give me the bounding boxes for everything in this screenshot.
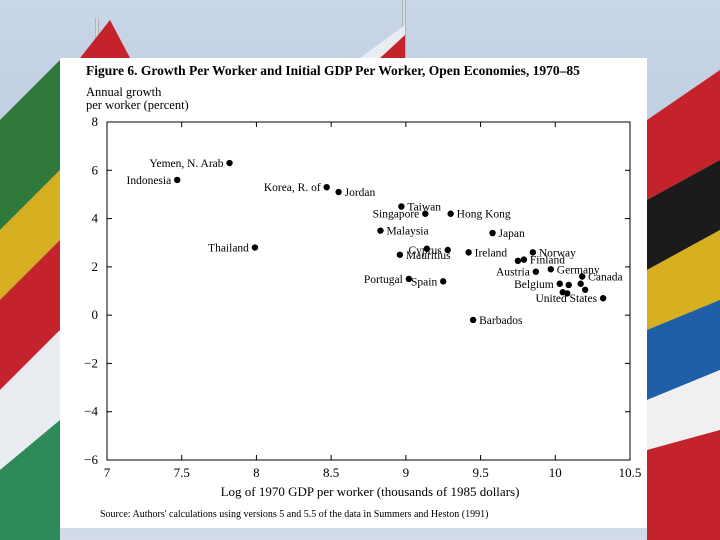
point-label: Jordan [345, 187, 376, 199]
point-label: Korea, R. of [264, 182, 321, 194]
y-tick-label: 0 [92, 307, 99, 322]
data-point [405, 275, 413, 283]
flag-decoration-left [0, 60, 60, 540]
point-label: Canada [588, 272, 622, 284]
chart-title: Figure 6. Growth Per Worker and Initial … [86, 63, 580, 78]
x-tick-label: 8 [253, 465, 260, 480]
flag-decoration-top [80, 20, 405, 58]
source-note: Source: Authors' calculations using vers… [100, 509, 488, 520]
point-label: Portugal [364, 274, 403, 286]
y-tick-label: −6 [84, 452, 98, 467]
y-tick-label: −4 [84, 404, 98, 419]
point-label: Germany [557, 264, 600, 276]
point-label: Singapore [373, 209, 420, 221]
data-point [577, 280, 584, 287]
point-label: Austria [496, 267, 530, 279]
data-point [547, 266, 555, 273]
point-label: Japan [499, 228, 525, 240]
figure-panel: Figure 6. Growth Per Worker and Initial … [60, 58, 647, 528]
scatter-chart: Figure 6. Growth Per Worker and Initial … [84, 63, 642, 520]
y-axis-label-line1: Annual growth [86, 85, 162, 99]
point-label: Spain [411, 276, 437, 288]
y-tick-label: 6 [92, 162, 99, 177]
data-point [423, 245, 430, 252]
data-point [422, 210, 429, 217]
point-label: Yemen, N. Arab [149, 158, 223, 170]
y-axis: 8 6 4 2 0 −2 −4 −6 [84, 114, 630, 467]
x-tick-label: 7 [104, 465, 111, 480]
x-tick-label: 10 [549, 465, 562, 480]
data-point [469, 316, 477, 324]
data-point [581, 286, 589, 293]
point-label: Ireland [475, 247, 508, 259]
data-point [532, 268, 540, 275]
point-label: Norway [539, 247, 576, 259]
x-axis-label: Log of 1970 GDP per worker (thousands of… [221, 484, 520, 499]
y-tick-label: 8 [92, 114, 99, 129]
data-point [578, 273, 586, 280]
point-label: Finland [530, 255, 565, 267]
x-tick-label: 8.5 [323, 465, 339, 480]
data-point [335, 188, 342, 196]
point-label: Mauritius [406, 250, 451, 262]
point-label: Barbados [479, 315, 523, 327]
data-point [226, 159, 233, 167]
flag-decoration-right [647, 70, 720, 540]
data-point [174, 176, 181, 184]
data-point [556, 280, 563, 287]
data-point [565, 281, 572, 289]
data-point [599, 295, 607, 302]
point-label: Indonesia [127, 175, 172, 187]
data-point [377, 227, 384, 234]
x-axis: 7 7.5 8 8.5 9 9.5 10 10.5 [104, 122, 642, 480]
data-point [465, 249, 472, 256]
point-label: Taiwan [407, 202, 441, 214]
data-point [489, 229, 496, 237]
y-axis-label-line2: per worker (percent) [86, 98, 189, 112]
data-point [444, 246, 451, 254]
point-label: Hong Kong [457, 209, 511, 221]
y-tick-label: 2 [92, 259, 99, 274]
data-point [520, 256, 528, 263]
plot-frame [106, 121, 631, 461]
data-point [396, 251, 404, 258]
data-point [447, 210, 454, 217]
y-tick-label: 4 [92, 211, 99, 226]
data-point [514, 257, 522, 265]
x-tick-label: 9.5 [472, 465, 488, 480]
data-point [564, 290, 571, 297]
point-label: Belgium [514, 279, 554, 291]
point-label: United States [535, 293, 597, 305]
y-tick-label: −2 [84, 355, 98, 370]
data-points: Yemen, N. Arab Indonesia Korea, R. of Jorda… [127, 158, 623, 327]
x-tick-label: 10.5 [619, 465, 642, 480]
data-point [323, 183, 330, 191]
data-point [398, 203, 405, 210]
data-point [251, 244, 259, 251]
point-label: Malaysia [386, 226, 428, 238]
data-point [529, 249, 537, 256]
data-point [440, 278, 447, 285]
point-label: Thailand [208, 243, 249, 255]
x-tick-label: 9 [403, 465, 410, 480]
x-tick-label: 7.5 [174, 465, 190, 480]
